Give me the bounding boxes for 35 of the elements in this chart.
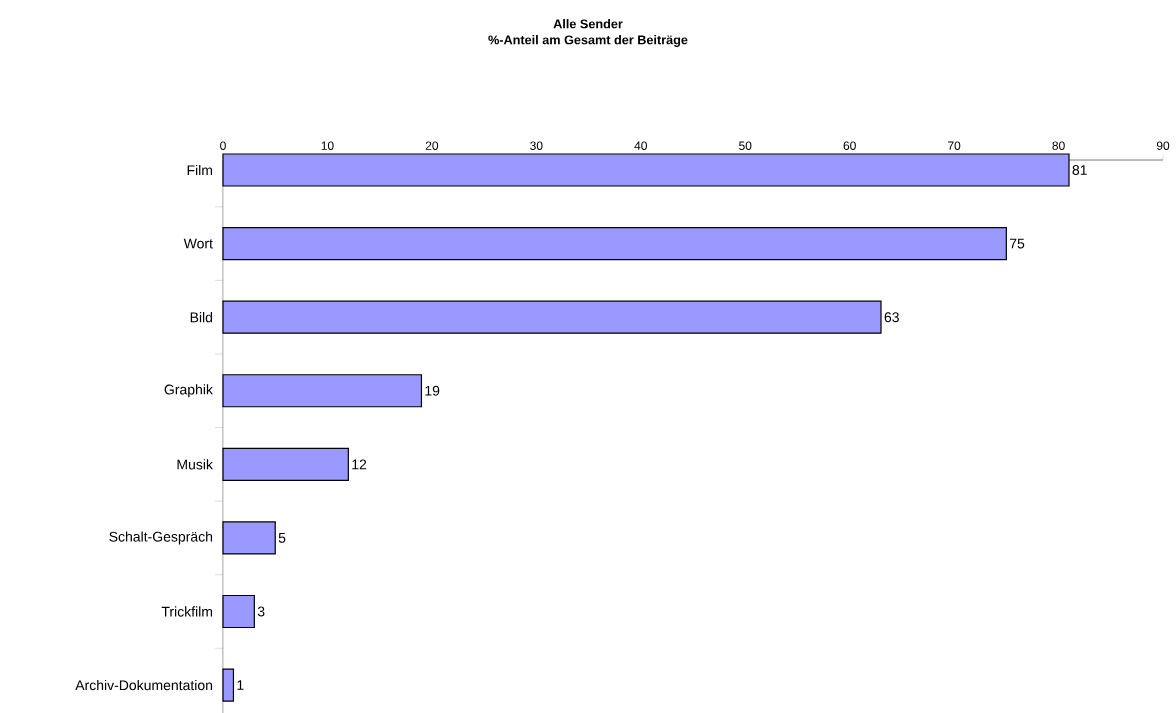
- x-tick-label: 90: [1156, 141, 1170, 150]
- y-tick-label: Musik: [177, 459, 213, 470]
- y-tick-label: Trickfilm: [161, 606, 213, 617]
- bar: [222, 226, 1007, 261]
- y-tick-label: Film: [187, 164, 213, 176]
- data-label: 12: [352, 459, 367, 470]
- y-tick-label: Graphik: [164, 384, 213, 398]
- bar: [222, 374, 423, 408]
- y-tick-label: Wort: [183, 238, 213, 249]
- y-tick-label: Schalt-Gespräch: [109, 531, 213, 545]
- y-tick-label: Archiv-Dokumentation: [75, 679, 213, 691]
- bar: [222, 447, 349, 481]
- chart-title: Alle Sender: [553, 19, 623, 29]
- x-tick-label: 20: [425, 141, 439, 150]
- data-label: 1: [237, 680, 244, 690]
- y-tick-label: Bild: [190, 312, 213, 323]
- bar: [222, 594, 255, 629]
- bar: [222, 300, 882, 334]
- x-tick-label: 70: [948, 141, 961, 150]
- bar: [222, 521, 276, 555]
- x-tick-label: 80: [1052, 141, 1065, 150]
- data-label: 81: [1072, 165, 1087, 175]
- x-tick-label: 50: [739, 141, 752, 150]
- data-label: 63: [884, 312, 899, 323]
- data-label: 19: [425, 385, 440, 396]
- x-tick-label: 10: [321, 141, 334, 150]
- x-tick-label: 0: [220, 141, 226, 150]
- data-label: 5: [278, 533, 286, 543]
- chart-subtitle: %-Anteil am Gesamt der Beiträge: [488, 35, 688, 47]
- x-tick-label: 30: [530, 141, 543, 150]
- bar: [222, 668, 235, 702]
- x-tick-label: 40: [634, 141, 647, 150]
- x-tick-label: 60: [843, 141, 856, 150]
- data-label: 75: [1009, 238, 1025, 249]
- data-label: 3: [257, 606, 265, 617]
